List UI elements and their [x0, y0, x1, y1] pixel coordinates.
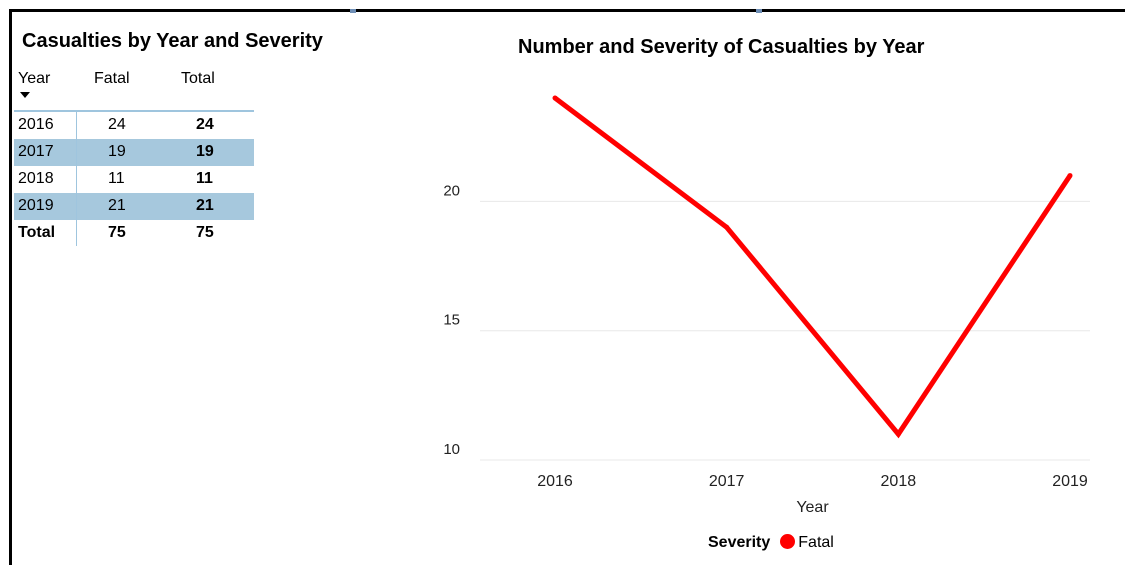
- table-row[interactable]: 2016 24 24: [14, 112, 254, 139]
- cell-fatal: 21: [108, 197, 126, 214]
- legend-label-fatal[interactable]: Fatal: [798, 534, 834, 551]
- chart-legend[interactable]: Severity Fatal: [708, 534, 834, 552]
- data-point: [552, 95, 558, 101]
- cell-total: 19: [196, 143, 214, 160]
- cell-fatal: 11: [108, 170, 125, 187]
- cell-year: Total: [18, 224, 56, 241]
- cell-year: 2017: [18, 143, 54, 160]
- casualties-matrix[interactable]: Year Fatal Total 2016 24 24 2017 19 19 2…: [14, 66, 254, 247]
- cell-year: 2018: [18, 170, 54, 187]
- resize-handle-left[interactable]: [350, 9, 356, 13]
- window-top-border: [9, 9, 1125, 12]
- cell-fatal: 19: [108, 143, 126, 160]
- row-header-divider: [76, 112, 77, 246]
- matrix-header: Year Fatal Total: [14, 66, 254, 112]
- data-point: [724, 224, 730, 230]
- legend-title: Severity: [708, 534, 771, 551]
- cell-fatal: 24: [108, 116, 126, 133]
- x-tick-label: 2016: [537, 473, 573, 490]
- cell-fatal: 75: [108, 224, 126, 241]
- cell-year: 2016: [18, 116, 54, 133]
- window-left-border: [9, 9, 12, 565]
- table-row[interactable]: 2018 11 11: [14, 166, 254, 193]
- line-chart[interactable]: 10 15 20 2016 2017 2018 2019 Year: [420, 60, 1120, 530]
- cell-total: 11: [196, 170, 213, 187]
- x-tick-label: 2018: [881, 473, 917, 490]
- table-title: Casualties by Year and Severity: [22, 30, 323, 52]
- y-tick-label: 15: [443, 312, 460, 329]
- table-row[interactable]: 2019 21 21: [14, 193, 254, 220]
- column-header-year[interactable]: Year: [18, 70, 51, 87]
- x-tick-label: 2017: [709, 473, 745, 490]
- legend-marker-fatal: [780, 534, 796, 549]
- chart-title: Number and Severity of Casualties by Yea…: [518, 36, 925, 58]
- sort-descending-icon[interactable]: [20, 92, 30, 98]
- x-axis-title: Year: [796, 499, 829, 516]
- data-point: [895, 431, 901, 437]
- y-tick-label: 10: [443, 441, 460, 458]
- y-tick-label: 20: [443, 182, 460, 199]
- column-header-fatal[interactable]: Fatal: [94, 70, 130, 87]
- series-line-fatal: [553, 96, 1073, 439]
- table-total-row[interactable]: Total 75 75: [14, 220, 254, 247]
- table-row[interactable]: 2017 19 19: [14, 139, 254, 166]
- x-tick-label: 2019: [1052, 473, 1088, 490]
- cell-total: 21: [196, 197, 214, 214]
- cell-total: 24: [196, 116, 214, 133]
- cell-total: 75: [196, 224, 214, 241]
- cell-year: 2019: [18, 197, 54, 214]
- column-header-total[interactable]: Total: [181, 70, 215, 87]
- resize-handle-right[interactable]: [756, 9, 762, 13]
- data-point: [1067, 173, 1073, 179]
